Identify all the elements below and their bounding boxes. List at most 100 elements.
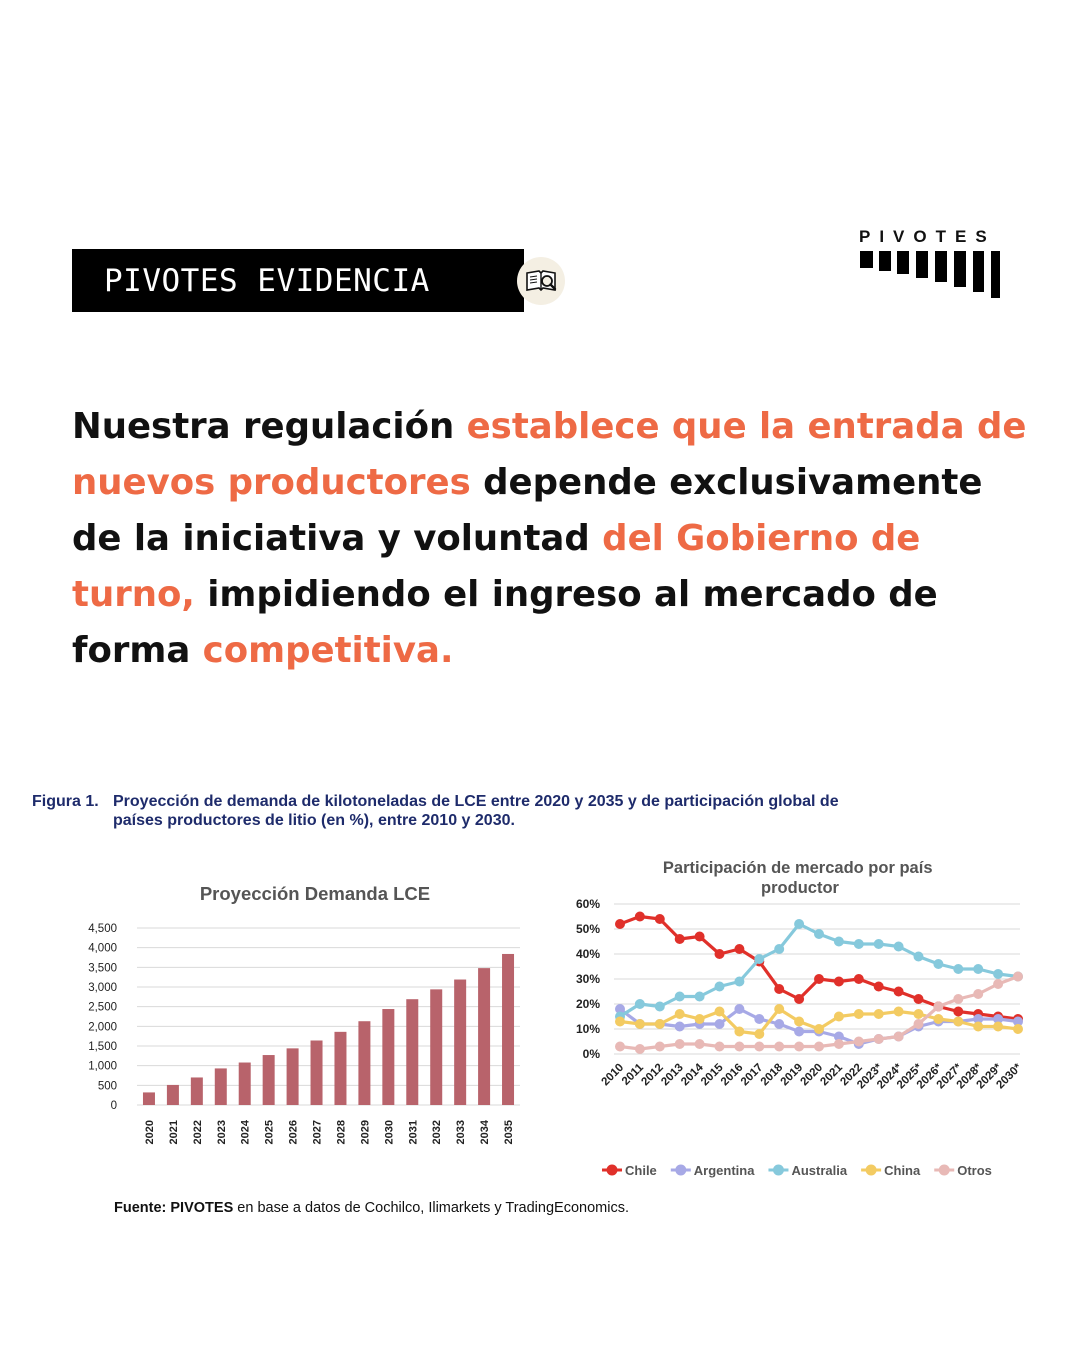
legend-item: China [861,1163,921,1178]
data-point [754,1014,765,1024]
bar [406,999,419,1105]
x-tick-label: 2029 [359,1120,371,1144]
y-tick-label: 0% [583,1047,601,1061]
data-point [774,944,785,954]
data-point [794,919,805,929]
data-point [973,1021,984,1032]
book-magnifier-icon [517,257,565,305]
data-point [893,986,904,997]
data-point [615,1016,625,1027]
legend-label: Argentina [694,1163,755,1178]
data-point [814,929,824,939]
bar [214,1068,227,1105]
data-point [774,1004,785,1014]
bar [430,989,443,1105]
x-tick-label: 2021 [168,1120,180,1144]
data-point [913,994,924,1004]
x-tick-label: 2017 [739,1062,766,1089]
x-tick-label: 2012 [639,1062,666,1089]
data-point [674,1039,685,1049]
data-point [654,1019,665,1029]
data-point [694,1014,705,1024]
x-tick-label: 2035 [503,1120,515,1144]
line-chart-market-share: Participación de mercado por país produc… [576,859,1025,1178]
y-tick-label: 0 [111,1100,117,1112]
data-point [833,936,844,947]
x-tick-label: 2025 [264,1120,276,1144]
data-point [634,1044,645,1054]
source-text: en base a datos de Cochilco, Ilimarkets … [237,1200,629,1216]
data-point [993,1014,1004,1024]
data-point [873,1009,884,1019]
y-tick-label: 50% [576,922,600,936]
pivotes-logo: PIVOTES [858,227,1000,302]
legend-item: Argentina [670,1163,755,1178]
y-tick-label: 3,500 [88,962,117,974]
bar [334,1031,347,1105]
data-point [814,1024,824,1034]
data-point [993,979,1004,989]
y-tick-label: 30% [576,972,600,986]
data-point [833,1011,844,1022]
x-tick-label: 2019 [779,1062,806,1089]
bar [454,979,467,1105]
bar [310,1040,323,1105]
legend-swatch [865,1164,877,1176]
legend-swatch [606,1164,618,1176]
data-point [794,1016,805,1027]
logo-wordmark: PIVOTES [859,227,996,246]
x-tick-label: 2028 [335,1120,347,1144]
legend-swatch [938,1164,950,1176]
legend-label: Chile [625,1163,657,1178]
bar [262,1055,275,1105]
data-point [794,994,805,1004]
data-point [873,939,884,949]
x-tick-label: 2033 [455,1120,467,1144]
x-tick-label: 2034 [479,1119,491,1144]
legend-item: Australia [768,1163,848,1178]
headline-part: impidiendo el ingreso al mercado de form… [72,574,938,671]
data-point [913,951,924,962]
legend-item: Chile [602,1163,657,1178]
data-point [694,931,705,942]
x-tick-label: 2020 [144,1120,156,1144]
legend-swatch [772,1164,784,1176]
data-point [794,1026,805,1037]
bar [478,968,491,1105]
series-australia [615,919,1023,1022]
data-point [853,974,864,984]
data-point [913,1009,924,1019]
data-point [833,976,844,987]
data-point [774,1041,785,1052]
y-tick-label: 2,000 [88,1021,117,1033]
legend-item: Otros [934,1163,992,1178]
headline-part: depende exclusivamente de la iniciativa … [72,462,983,559]
x-tick-label: 2032 [431,1120,443,1144]
source-org: PIVOTES [170,1200,234,1216]
data-point [694,1039,705,1049]
data-point [1013,1024,1023,1034]
legend-label: Australia [791,1163,847,1178]
data-point [634,1019,645,1029]
data-point [893,941,904,952]
data-point [634,911,645,922]
x-tick-label: 2013 [659,1062,686,1089]
figure-caption-line1: Proyección de demanda de kilotoneladas d… [113,793,839,810]
data-point [973,989,984,999]
bar-chart-demand-lce: Proyección Demanda LCE 0 500 1,000 1,500 2,0… [88,883,520,1144]
data-point [734,1026,745,1037]
y-tick-label: 1,500 [88,1041,117,1053]
data-point [774,1019,785,1029]
legend-label: China [884,1163,921,1178]
data-point [634,999,645,1009]
x-tick-label: 2027 [312,1120,324,1144]
headline-highlight: establece que la entrada de nuevos produ… [72,406,1027,503]
x-tick-label: 2023 [216,1120,228,1144]
x-tick-label: 2031 [407,1120,419,1144]
data-point [814,974,824,984]
headline-highlight: del Gobierno de turno, [72,518,921,615]
data-point [714,1019,725,1029]
data-point [973,1014,984,1024]
data-point [694,991,705,1002]
data-point [754,1041,765,1052]
